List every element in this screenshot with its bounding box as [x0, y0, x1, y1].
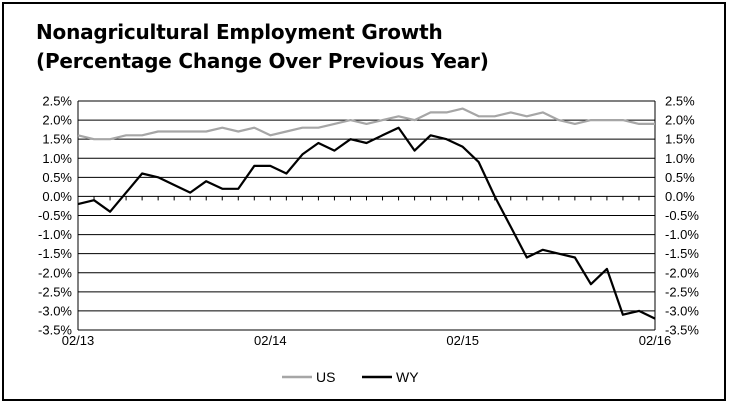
y-tick-label-left: 0.5% — [42, 170, 72, 185]
left-axis-labels: 2.5% 2.0% 1.5% 1.0% 0.5% 0.0% -0.5% -1.0% -1.5% -… — [38, 94, 72, 338]
y-tick-label-right: 0.5% — [665, 170, 695, 185]
y-tick-label-right: -3.0% — [665, 303, 699, 318]
x-tick-label: 02/13 — [62, 333, 95, 348]
legend: US WY — [282, 369, 419, 385]
y-tick-label-left: -3.5% — [38, 323, 72, 338]
y-tick-label-right: 0.0% — [665, 189, 695, 204]
series-lines — [77, 107, 656, 320]
y-tick-label-left: -0.5% — [38, 208, 72, 223]
chart-subtitle: (Percentage Change Over Previous Year) — [36, 49, 489, 73]
legend-label-us: US — [316, 369, 335, 385]
x-tick-label: 02/15 — [446, 333, 479, 348]
y-tick-label-right: 1.5% — [665, 132, 695, 147]
gridlines — [77, 100, 656, 331]
y-tick-label-right: -2.5% — [665, 284, 699, 299]
y-tick-label-right: -3.5% — [665, 323, 699, 338]
y-tick-label-right: 1.0% — [665, 151, 695, 166]
series-line-wy — [77, 126, 656, 320]
x-axis-ticks: 02/13 02/14 02/15 02/16 — [62, 196, 672, 348]
y-tick-label-right: 2.5% — [665, 94, 695, 109]
y-tick-label-right: -0.5% — [665, 208, 699, 223]
chart-frame — [2, 2, 726, 401]
chart-title: Nonagricultural Employment Growth — [36, 20, 443, 44]
x-tick-label: 02/16 — [639, 333, 672, 348]
y-tick-label-left: -3.0% — [38, 303, 72, 318]
y-tick-label-left: 1.0% — [42, 151, 72, 166]
y-tick-label-left: -2.5% — [38, 284, 72, 299]
chart-title-block: Nonagricultural Employment Growth (Perce… — [36, 18, 489, 76]
y-tick-label-left: -2.0% — [38, 265, 72, 280]
x-tick-label: 02/14 — [254, 333, 287, 348]
y-tick-label-left: -1.5% — [38, 246, 72, 261]
y-tick-label-left: 1.5% — [42, 132, 72, 147]
right-axis-labels: 2.5% 2.0% 1.5% 1.0% 0.5% 0.0% -0.5% -1.0% -1.5% -… — [665, 94, 699, 338]
y-tick-label-left: 0.0% — [42, 189, 72, 204]
y-tick-label-right: -1.5% — [665, 246, 699, 261]
series-line-us — [77, 107, 655, 141]
legend-label-wy: WY — [396, 369, 419, 385]
y-tick-label-right: -1.0% — [665, 227, 699, 242]
y-tick-label-right: -2.0% — [665, 265, 699, 280]
y-tick-label-left: -1.0% — [38, 227, 72, 242]
y-tick-label-left: 2.5% — [42, 94, 72, 109]
y-tick-label-right: 2.0% — [665, 113, 695, 128]
y-tick-label-left: 2.0% — [42, 113, 72, 128]
